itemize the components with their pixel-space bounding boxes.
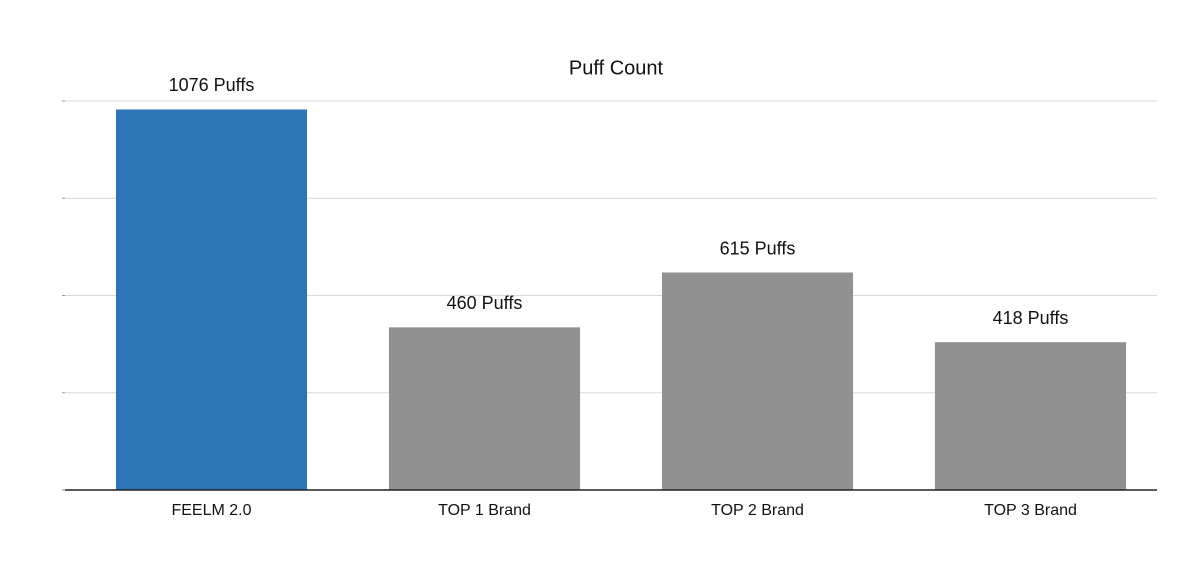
bar [115, 109, 308, 490]
data-label: 418 Puffs [993, 308, 1069, 328]
x-tick-label: FEELM 2.0 [171, 502, 251, 519]
chart-title: Puff Count [569, 57, 664, 79]
data-label: 615 Puffs [720, 238, 796, 258]
x-tick-label: TOP 2 Brand [711, 502, 804, 519]
x-tick-label: TOP 1 Brand [438, 502, 531, 519]
data-label: 1076 Puffs [169, 75, 255, 95]
bar [661, 272, 854, 490]
x-tick-label: TOP 3 Brand [984, 502, 1077, 519]
bar [934, 342, 1127, 490]
bar [388, 327, 581, 490]
data-label: 460 Puffs [447, 293, 523, 313]
